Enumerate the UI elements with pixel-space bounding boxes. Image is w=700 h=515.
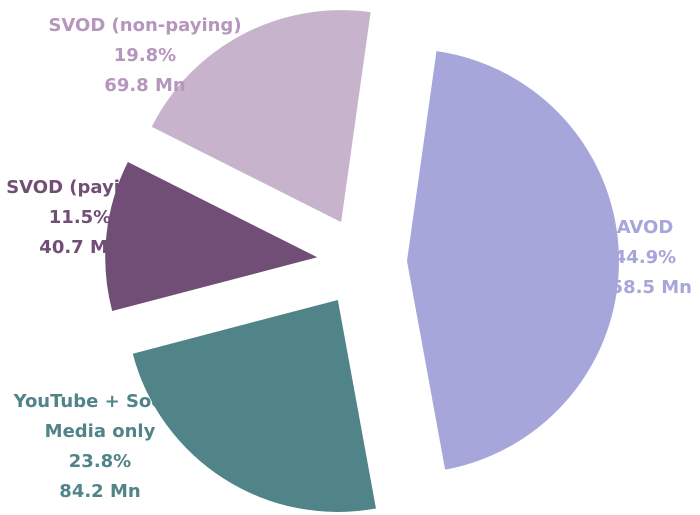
pie-slices <box>105 10 619 512</box>
slice-labels: AVOD 44.9% 158.5 Mn YouTube + Social Media o… <box>6 15 692 502</box>
slice-label-percent: 19.8% <box>114 45 176 66</box>
slice-label-value: 158.5 Mn <box>598 277 692 298</box>
slice-label-name: SVOD (non-paying) <box>48 15 241 36</box>
slice-label-name: AVOD <box>617 217 674 238</box>
pie-slice <box>151 10 371 223</box>
slice-label-value: 84.2 Mn <box>59 481 140 502</box>
slice-label-value: 69.8 Mn <box>104 75 185 96</box>
slice-label-percent: 23.8% <box>69 451 131 472</box>
pie-slice <box>406 51 619 470</box>
slice-label-percent: 11.5% <box>49 207 111 228</box>
pie-slice <box>105 161 318 312</box>
slice-label-name: Media only <box>45 421 156 442</box>
slice-label-value: 40.7 Mn <box>39 237 120 258</box>
slice-label-percent: 44.9% <box>614 247 676 268</box>
slice-label-name: SVOD (paying) <box>6 177 154 198</box>
slice-label-name: YouTube + Social <box>13 391 187 412</box>
pie-slice <box>132 299 376 512</box>
